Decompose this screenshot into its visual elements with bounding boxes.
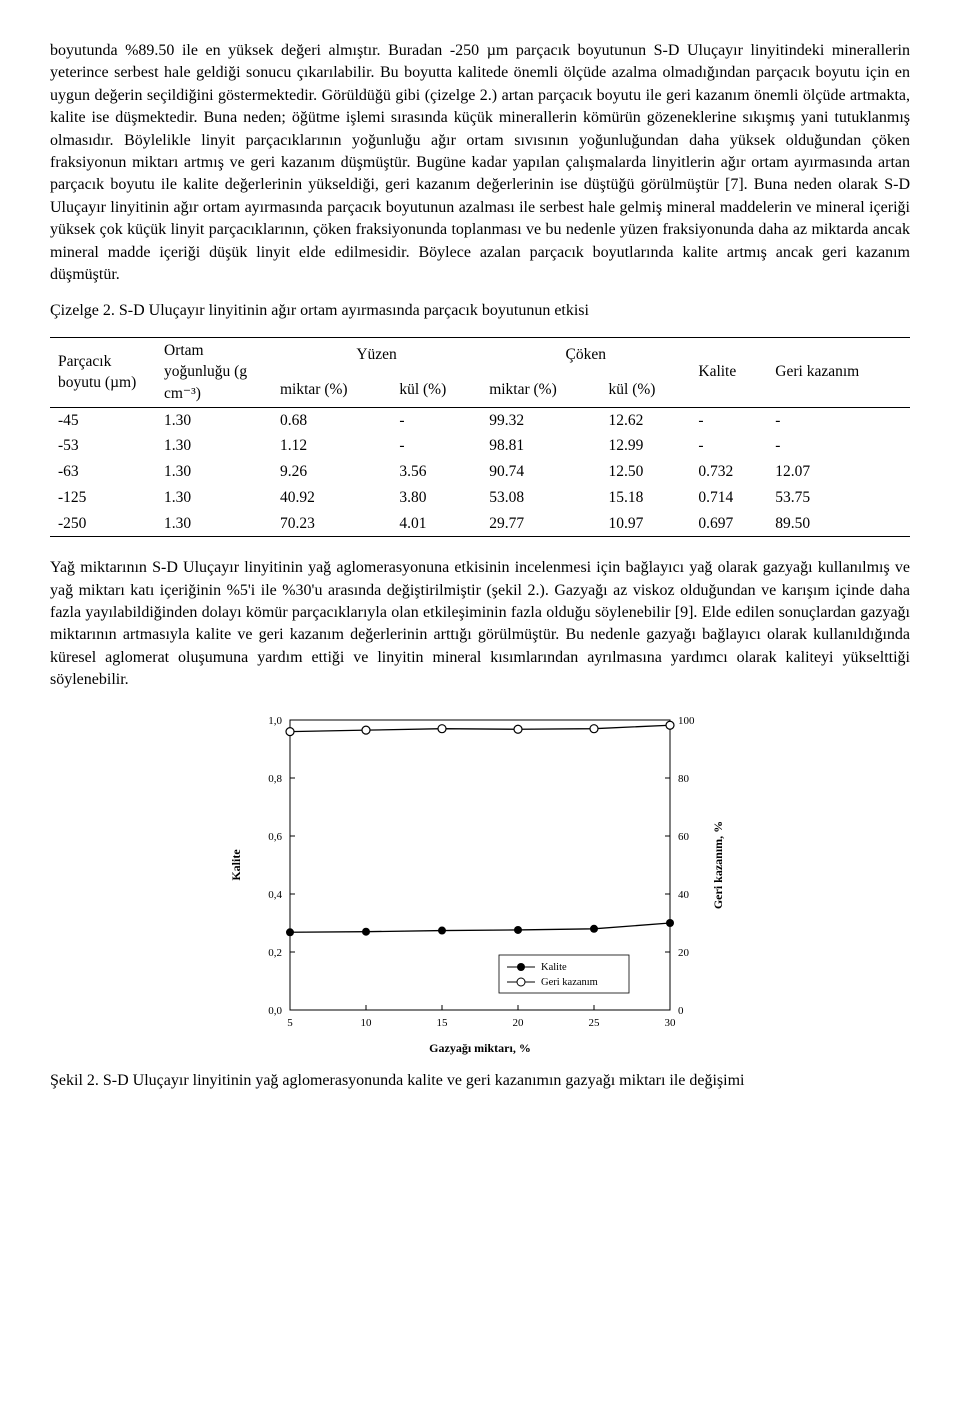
dual-axis-chart: 0,0 0,2 0,4 0,6 0,8 1,0 0 20 40 60 80 100 5 10 15 20 25 3… [220, 710, 740, 1060]
table-cell: 1.30 [156, 433, 272, 459]
table-cell: 29.77 [481, 511, 600, 537]
table-row: -2501.3070.234.0129.7710.970.69789.50 [50, 511, 910, 537]
svg-text:Geri kazanım, %: Geri kazanım, % [711, 820, 725, 908]
table-row: -531.301.12-98.8112.99-- [50, 433, 910, 459]
svg-text:Geri kazanım: Geri kazanım [541, 977, 598, 988]
svg-text:20: 20 [513, 1017, 525, 1029]
table-cell: 1.30 [156, 485, 272, 511]
svg-text:80: 80 [678, 773, 690, 785]
table-cell: 1.30 [156, 407, 272, 433]
svg-text:30: 30 [665, 1017, 677, 1029]
table-cell: 9.26 [272, 459, 391, 485]
table-cell: 0.714 [690, 485, 767, 511]
svg-text:0,6: 0,6 [268, 831, 282, 843]
table-cell: - [767, 433, 910, 459]
table-cell: 0.732 [690, 459, 767, 485]
table-row: -1251.3040.923.8053.0815.180.71453.75 [50, 485, 910, 511]
data-table: Parçacık boyutu (µm) Ortam yoğunluğu (g … [50, 337, 910, 538]
table-cell: 12.50 [601, 459, 691, 485]
svg-text:40: 40 [678, 889, 690, 901]
table-cell: 0.68 [272, 407, 391, 433]
th-sink-ash: kül (%) [601, 372, 691, 407]
table-caption: Çizelge 2. S-D Uluçayır linyitinin ağır … [50, 300, 910, 322]
table-cell: 10.97 [601, 511, 691, 537]
table-cell: - [767, 407, 910, 433]
table-cell: 4.01 [391, 511, 481, 537]
paragraph-2: Yağ miktarının S-D Uluçayır linyitinin y… [50, 557, 910, 691]
svg-text:1,0: 1,0 [268, 715, 282, 727]
th-float-ash: kül (%) [391, 372, 481, 407]
table-cell: -250 [50, 511, 156, 537]
svg-text:10: 10 [361, 1017, 373, 1029]
table-cell: 40.92 [272, 485, 391, 511]
table-cell: - [391, 407, 481, 433]
table-cell: 3.80 [391, 485, 481, 511]
svg-text:15: 15 [437, 1017, 449, 1029]
table-cell: -53 [50, 433, 156, 459]
table-row: -631.309.263.5690.7412.500.73212.07 [50, 459, 910, 485]
svg-text:0,8: 0,8 [268, 773, 282, 785]
svg-text:0: 0 [678, 1005, 684, 1017]
table-cell: 15.18 [601, 485, 691, 511]
table-cell: - [690, 407, 767, 433]
svg-text:Kalite: Kalite [541, 962, 567, 973]
table-cell: 3.56 [391, 459, 481, 485]
table-cell: -45 [50, 407, 156, 433]
table-cell: -63 [50, 459, 156, 485]
figure-caption: Şekil 2. S-D Uluçayır linyitinin yağ agl… [50, 1070, 910, 1092]
svg-text:Kalite: Kalite [229, 848, 243, 880]
svg-text:100: 100 [678, 715, 695, 727]
table-cell: - [690, 433, 767, 459]
table-cell: 1.30 [156, 511, 272, 537]
table-cell: 12.62 [601, 407, 691, 433]
table-cell: 0.697 [690, 511, 767, 537]
th-sink-amount: miktar (%) [481, 372, 600, 407]
table-cell: 70.23 [272, 511, 391, 537]
th-density: Ortam yoğunluğu (g cm⁻³) [156, 337, 272, 407]
table-cell: 1.12 [272, 433, 391, 459]
svg-text:25: 25 [589, 1017, 601, 1029]
table-cell: 98.81 [481, 433, 600, 459]
th-recovery: Geri kazanım [767, 337, 910, 407]
table-cell: 89.50 [767, 511, 910, 537]
th-floating: Yüzen [272, 337, 481, 372]
table-cell: 53.08 [481, 485, 600, 511]
table-cell: 53.75 [767, 485, 910, 511]
table-cell: 90.74 [481, 459, 600, 485]
table-cell: 99.32 [481, 407, 600, 433]
svg-text:0,0: 0,0 [268, 1005, 282, 1017]
svg-text:20: 20 [678, 947, 690, 959]
table-row: -451.300.68-99.3212.62-- [50, 407, 910, 433]
svg-text:0,2: 0,2 [268, 947, 282, 959]
table-cell: 12.99 [601, 433, 691, 459]
th-float-amount: miktar (%) [272, 372, 391, 407]
th-sinking: Çöken [481, 337, 690, 372]
table-cell: 1.30 [156, 459, 272, 485]
svg-text:5: 5 [287, 1017, 293, 1029]
table-cell: - [391, 433, 481, 459]
table-cell: -125 [50, 485, 156, 511]
th-particle: Parçacık boyutu (µm) [50, 337, 156, 407]
paragraph-1: boyutunda %89.50 ile en yüksek değeri al… [50, 40, 910, 286]
svg-text:0,4: 0,4 [268, 889, 282, 901]
svg-text:60: 60 [678, 831, 690, 843]
table-cell: 12.07 [767, 459, 910, 485]
svg-text:Gazyağı miktarı, %: Gazyağı miktarı, % [429, 1041, 531, 1055]
th-quality: Kalite [690, 337, 767, 407]
